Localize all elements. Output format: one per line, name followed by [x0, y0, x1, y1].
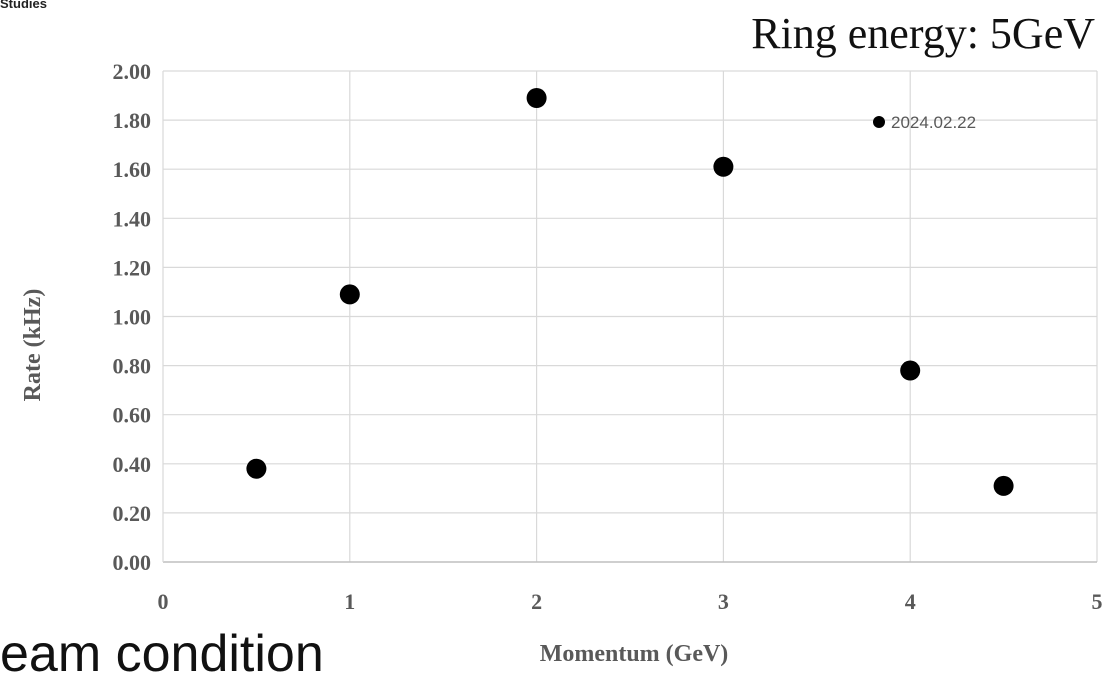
- y-tick-label: 1.00: [113, 305, 152, 330]
- x-tick-label: 1: [344, 589, 355, 614]
- grid: [163, 70, 1098, 562]
- y-tick-labels: 0.00 0.20 0.40 0.60 0.80 1.00 1.20 1.40 1.60 1.80…: [113, 59, 152, 575]
- data-point: [246, 458, 267, 479]
- legend: 2024.02.22: [873, 113, 976, 132]
- x-tick-label: 0: [158, 589, 169, 614]
- y-tick-label: 1.60: [113, 157, 152, 182]
- x-axis-title: Momentum (GeV): [540, 641, 729, 667]
- y-tick-label: 0.00: [113, 550, 152, 575]
- y-tick-label: 1.40: [113, 206, 152, 231]
- y-tick-label: 0.80: [113, 354, 152, 379]
- partial-bottom-text: eam condition: [0, 625, 324, 683]
- x-tick-label: 2: [531, 589, 542, 614]
- data-point: [900, 360, 921, 381]
- x-tick-label: 5: [1092, 589, 1103, 614]
- corner-label: Studies: [0, 0, 47, 11]
- data-point: [713, 156, 734, 177]
- x-tick-label: 3: [718, 589, 729, 614]
- x-tick-labels: 0 1 2 3 4 5: [158, 589, 1103, 614]
- y-tick-label: 0.60: [113, 403, 152, 428]
- y-tick-label: 1.80: [113, 108, 152, 133]
- y-tick-label: 1.20: [113, 255, 152, 280]
- data-point: [993, 475, 1014, 496]
- x-tick-label: 4: [905, 589, 916, 614]
- data-points: [246, 88, 1014, 496]
- y-tick-label: 0.20: [113, 501, 152, 526]
- data-point: [526, 88, 547, 109]
- axes: [162, 71, 1097, 563]
- data-point: [339, 284, 360, 305]
- ring-energy-title: Ring energy: 5GeV: [751, 9, 1095, 58]
- legend-label: 2024.02.22: [891, 113, 976, 132]
- y-tick-label: 2.00: [113, 59, 152, 84]
- y-axis-title: Rate (kHz): [20, 289, 46, 402]
- y-tick-label: 0.40: [113, 452, 152, 477]
- legend-marker: [873, 116, 885, 128]
